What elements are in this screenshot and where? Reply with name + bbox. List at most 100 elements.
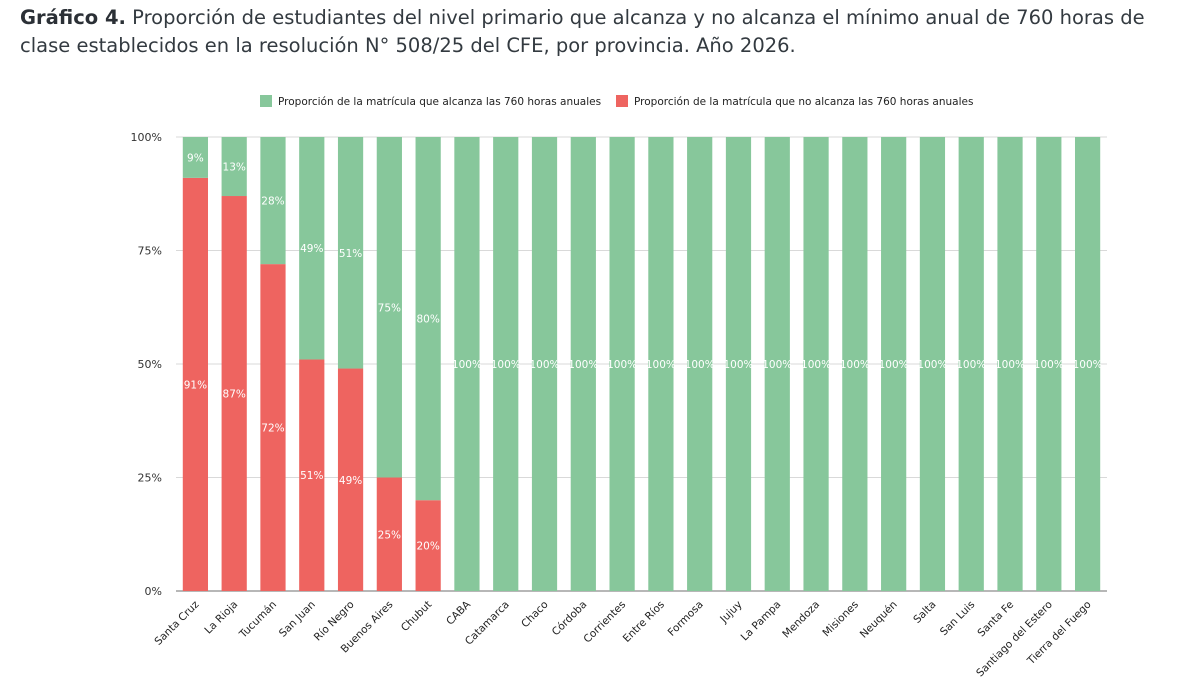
data-label-reaching: 100% [685, 359, 715, 371]
bar-segment-not-reaching [376, 477, 402, 591]
bar-segment-reaching [958, 137, 984, 591]
bar-segment-reaching [842, 137, 868, 591]
chart-number-label: Gráfico 4. [20, 6, 126, 29]
bar-segment-reaching [725, 137, 752, 591]
x-tick-label: San Juan [277, 599, 318, 640]
x-tick-label: Jujuy [717, 599, 744, 626]
y-tick-label: 75% [138, 245, 162, 258]
x-tick-label: Misiones [820, 599, 861, 640]
bar-segment-reaching [454, 137, 480, 591]
x-tick-label: La Pampa [739, 599, 784, 644]
bars: 91% 9% 87% 13% 72% 28% 51% 49% 49% 51% 25% 75% 20% 80… [182, 137, 1103, 592]
y-tick-label: 25% [138, 472, 162, 485]
bar-segment-not-reaching [337, 368, 364, 591]
bar-segment-reaching [376, 137, 402, 478]
x-tick-label: Neuquén [858, 599, 900, 641]
x-tick-label: La Rioja [202, 599, 240, 637]
x-tick-label: San Luis [938, 599, 977, 638]
x-tick-label: Chubut [399, 599, 434, 634]
data-label-reaching: 100% [607, 359, 637, 371]
bar-segment-reaching [648, 137, 674, 591]
legend-swatch-not-reaching [616, 95, 628, 107]
data-label-reaching: 51% [339, 248, 362, 260]
bar-segment-not-reaching [260, 264, 286, 591]
bar-segment-not-reaching [299, 359, 325, 591]
data-label-reaching: 75% [378, 302, 401, 314]
data-label-reaching: 100% [491, 359, 521, 371]
bar-segment-reaching [609, 137, 635, 591]
x-tick-label: Santiago del Estero [974, 599, 1055, 680]
bar-segment-reaching [764, 137, 790, 591]
bar-segment-not-reaching [415, 500, 441, 591]
x-tick-label: Córdoba [550, 599, 590, 639]
data-label-not-reaching: 20% [416, 541, 439, 553]
data-label-reaching: 80% [416, 314, 439, 326]
data-label-reaching: 100% [879, 359, 909, 371]
x-tick-label: Corrientes [581, 599, 628, 646]
data-label-reaching: 9% [187, 152, 204, 164]
x-tick-label: Tucumán [237, 599, 280, 642]
data-label-reaching: 100% [956, 359, 986, 371]
bar-segment-reaching [687, 137, 713, 591]
bar-segment-not-reaching [221, 196, 247, 591]
data-label-reaching: 100% [762, 359, 792, 371]
bar-segment-reaching [919, 137, 946, 591]
data-label-reaching: 100% [995, 359, 1025, 371]
x-tick-label: Santa Fe [975, 599, 1016, 640]
data-label-reaching: 100% [723, 359, 753, 371]
bar-segment-reaching [1074, 137, 1101, 591]
data-label-not-reaching: 25% [378, 529, 401, 541]
x-tick-label: Salta [911, 599, 938, 626]
x-tick-label: Entre Ríos [621, 599, 667, 645]
bar-segment-reaching [337, 137, 364, 369]
y-tick-label: 50% [138, 358, 162, 371]
chart-title: Proporción de estudiantes del nivel prim… [20, 6, 1145, 57]
bar-segment-reaching [997, 137, 1023, 591]
data-label-reaching: 100% [452, 359, 482, 371]
data-label-reaching: 13% [223, 162, 246, 174]
legend-label-not-reaching: Proporción de la matrícula que no alcanz… [634, 96, 973, 108]
bar-segment-reaching [415, 137, 441, 501]
bar-segment-reaching [221, 137, 247, 197]
data-label-reaching: 28% [261, 196, 284, 208]
y-axis: 0% 25% 50% 75% 100% [131, 131, 162, 598]
y-tick-label: 100% [131, 131, 162, 144]
y-tick-label: 0% [145, 585, 162, 598]
data-label-reaching: 100% [917, 359, 947, 371]
data-label-not-reaching: 91% [184, 379, 207, 391]
data-label-reaching: 100% [568, 359, 598, 371]
data-label-not-reaching: 87% [223, 389, 246, 401]
bar-segment-not-reaching [182, 177, 209, 592]
bar-segment-reaching [881, 137, 907, 591]
data-label-reaching: 100% [1034, 359, 1064, 371]
data-label-not-reaching: 51% [300, 470, 323, 482]
grid-lines [176, 136, 1107, 592]
stacked-bar-chart: 0% 25% 50% 75% 100% 91% 9% 87% 13% 72% 28% 51% 49% 4… [131, 95, 1107, 679]
bar-segment-reaching [531, 137, 558, 591]
bar-segment-reaching [182, 137, 209, 178]
x-tick-label: CABA [444, 598, 473, 627]
x-tick-label: Santa Cruz [152, 598, 201, 647]
bar-segment-reaching [1036, 137, 1062, 591]
legend-swatch-reaching [260, 95, 272, 107]
data-label-reaching: 100% [646, 359, 676, 371]
bar-segment-reaching [260, 137, 286, 265]
data-label-reaching: 100% [801, 359, 831, 371]
x-tick-label: Formosa [666, 599, 706, 639]
bar-segment-reaching [570, 137, 596, 591]
data-label-not-reaching: 49% [339, 475, 362, 487]
data-label-reaching: 100% [530, 359, 560, 371]
legend-label-reaching: Proporción de la matrícula que alcanza l… [278, 96, 601, 108]
bar-segment-reaching [803, 137, 829, 591]
bar-segment-reaching [299, 137, 325, 360]
data-label-reaching: 100% [840, 359, 870, 371]
x-tick-label: Chaco [519, 599, 551, 631]
data-label-not-reaching: 72% [261, 423, 284, 435]
legend: Proporción de la matrícula que alcanza l… [260, 95, 973, 108]
chart-heading: Gráfico 4. Proporción de estudiantes del… [20, 4, 1195, 60]
bar-segment-reaching [493, 137, 519, 591]
data-label-reaching: 49% [300, 243, 323, 255]
x-tick-label: Mendoza [780, 599, 822, 641]
data-label-reaching: 100% [1073, 359, 1103, 371]
